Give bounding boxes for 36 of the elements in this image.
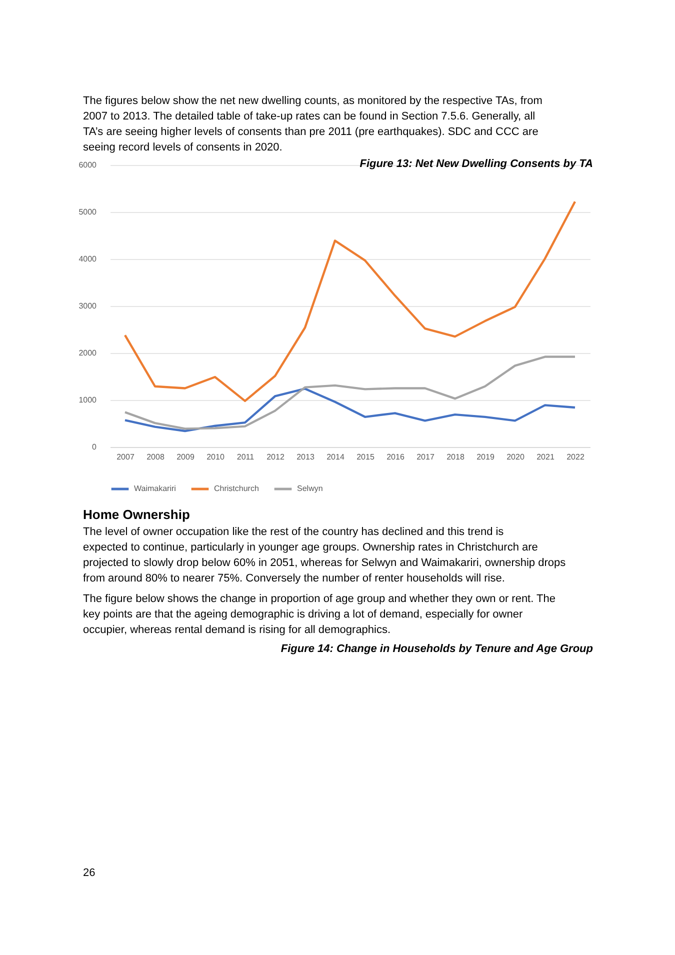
y-tick-label: 2000 <box>78 348 98 358</box>
legend-label: Christchurch <box>214 484 259 493</box>
y-tick-label: 5000 <box>78 208 98 216</box>
x-tick-label: 2011 <box>236 452 255 462</box>
x-tick-label: 2009 <box>176 452 195 462</box>
legend-label: Selwyn <box>297 484 323 493</box>
x-tick-label: 2013 <box>296 452 315 462</box>
y-tick-label: 4000 <box>78 254 98 264</box>
x-tick-label: 2018 <box>446 452 465 462</box>
x-tick-label: 2007 <box>116 452 135 462</box>
x-tick-label: 2019 <box>476 452 495 462</box>
legend-label: Waimakariri <box>134 484 176 493</box>
chart-title: Figure 13: Net New Dwelling Consents by TA <box>360 158 594 170</box>
text: The level of owner occupation like the rest of the country has declined and this trend is expected to continue, particularly in younger age groups. Ownership rates in Christchurch are projected to slowly drop below 60% in 2051, whereas for Selwyn and Waimakariri, ownership drops from around 80% to nearer 75%. Conversely the number of renter households will rise. <box>83 526 566 584</box>
x-tick-label: 2021 <box>536 452 555 462</box>
y-tick-label: 1000 <box>78 396 98 404</box>
text: The figures below show the net new dwelling counts, as monitored by the respective TAs, from 2007 to 2013. The detailed table of take-up rates can be found in Section 7.5.6. Generally, all TA’s are seeing higher levels of consents than pre 2011 (pre earthquakes). SDC and CCC are seeing record levels of consents in 2020. <box>83 95 542 154</box>
text: The figure below shows the change in proportion of age group and whether they own or rent. The key points are that the ageing demographic is driving a lot of demand, especially for owner occupier, whereas rental demand is rising for all demographics. <box>83 593 556 636</box>
x-tick-label: 2022 <box>566 452 585 462</box>
x-tick-label: 2015 <box>356 452 375 462</box>
x-tick-label: 2008 <box>146 452 165 462</box>
x-tick-label: 2017 <box>416 452 435 462</box>
line-series <box>124 200 576 402</box>
line-series <box>124 388 576 432</box>
y-tick-label: 3000 <box>78 302 98 310</box>
x-tick-label: 2016 <box>386 452 405 462</box>
x-tick-label: 2020 <box>506 452 525 462</box>
x-tick-label: 2014 <box>326 452 345 462</box>
y-tick-label: 6000 <box>78 160 98 170</box>
line-series <box>124 356 576 430</box>
caption: Figure 14: Change in Households by Tenure and Age Group <box>280 643 594 655</box>
x-tick-label: 2010 <box>206 452 225 462</box>
x-tick-label: 2012 <box>266 452 285 462</box>
text: 26 <box>83 867 96 879</box>
text: Home Ownership <box>83 507 190 522</box>
y-tick-label: 0 <box>92 442 98 452</box>
